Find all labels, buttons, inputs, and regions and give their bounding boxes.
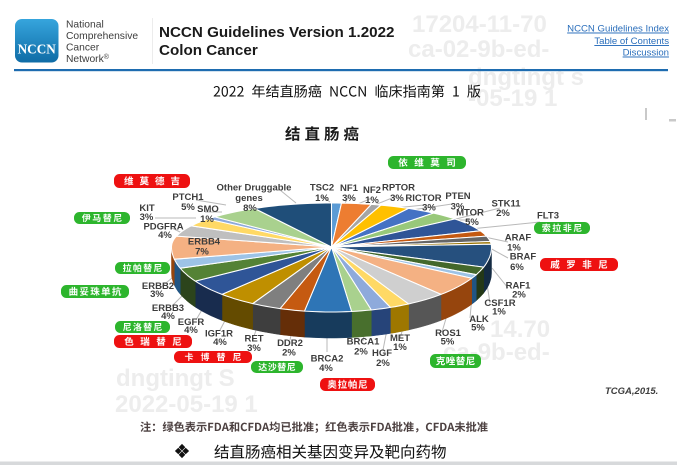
- svg-text:3%: 3%: [451, 202, 465, 213]
- svg-text:ARAF: ARAF: [505, 233, 532, 244]
- svg-text:1%: 1%: [492, 307, 506, 318]
- svg-text:4%: 4%: [319, 363, 333, 374]
- svg-text:-05-19 1: -05-19 1: [468, 85, 557, 112]
- svg-text:FLT3: FLT3: [537, 211, 559, 222]
- svg-text:genes: genes: [235, 193, 262, 204]
- svg-text:TSC2: TSC2: [310, 183, 334, 194]
- svg-text:4%: 4%: [184, 325, 198, 336]
- svg-text:TCGA,2015.: TCGA,2015.: [605, 386, 658, 397]
- svg-text:HGF: HGF: [372, 348, 392, 359]
- svg-text:ALK: ALK: [469, 314, 489, 325]
- svg-text:ERBB2: ERBB2: [142, 281, 174, 292]
- svg-text:EGFR: EGFR: [178, 317, 205, 328]
- svg-text:3%: 3%: [342, 193, 356, 204]
- svg-text:KIT: KIT: [139, 203, 155, 214]
- svg-text:RICTOR: RICTOR: [405, 193, 441, 204]
- svg-text:3%: 3%: [422, 203, 436, 214]
- svg-text:RPTOR: RPTOR: [382, 183, 415, 194]
- svg-text:Network®: Network®: [66, 53, 110, 65]
- svg-text:NF1: NF1: [340, 183, 359, 194]
- svg-text:STK11: STK11: [491, 199, 521, 210]
- svg-text:ca-02-9b-ed-: ca-02-9b-ed-: [408, 36, 549, 63]
- svg-text:5%: 5%: [181, 202, 195, 213]
- svg-text:PDGFRA: PDGFRA: [143, 222, 183, 233]
- svg-text:RAF1: RAF1: [506, 281, 532, 292]
- svg-text:ROS1: ROS1: [435, 328, 462, 339]
- svg-text:RET: RET: [245, 334, 264, 345]
- svg-text:PTCH1: PTCH1: [172, 192, 204, 203]
- svg-text:dngtingt s: dngtingt s: [468, 64, 584, 91]
- svg-text:1%: 1%: [393, 342, 407, 353]
- svg-text:5%: 5%: [465, 217, 479, 228]
- svg-text:National: National: [66, 20, 104, 31]
- svg-text:8%: 8%: [243, 203, 257, 214]
- svg-text:7%: 7%: [195, 247, 209, 258]
- svg-text:2%: 2%: [354, 347, 368, 358]
- svg-text:CSF1R: CSF1R: [484, 298, 515, 309]
- svg-text:Discussion: Discussion: [623, 48, 669, 59]
- svg-text:Table of Contents: Table of Contents: [594, 36, 669, 47]
- svg-text:NCCN Guidelines Version 1.2022: NCCN Guidelines Version 1.2022: [159, 24, 395, 41]
- svg-text:4%: 4%: [158, 230, 172, 241]
- svg-text:1%: 1%: [507, 243, 521, 254]
- svg-text:2%: 2%: [376, 358, 390, 369]
- svg-text:PTEN: PTEN: [445, 191, 470, 202]
- svg-text:NCCN Guidelines Index: NCCN Guidelines Index: [567, 24, 669, 35]
- svg-text:2%: 2%: [512, 290, 526, 301]
- svg-text:3%: 3%: [247, 343, 261, 354]
- svg-text:5%: 5%: [441, 337, 455, 348]
- svg-text:4%: 4%: [213, 337, 227, 348]
- svg-text:1%: 1%: [365, 195, 379, 206]
- svg-text:NF2: NF2: [363, 185, 381, 196]
- svg-text:3%: 3%: [150, 289, 164, 300]
- svg-text:IGF1R: IGF1R: [205, 329, 233, 340]
- svg-text:3%: 3%: [390, 193, 404, 204]
- svg-text:6%: 6%: [510, 262, 524, 273]
- svg-text:3%: 3%: [140, 212, 154, 223]
- svg-text:Other Druggable: Other Druggable: [217, 183, 292, 194]
- svg-text:Colon Cancer: Colon Cancer: [159, 42, 258, 59]
- svg-text:dngtingt S: dngtingt S: [116, 365, 235, 392]
- svg-text:SMO: SMO: [197, 204, 219, 215]
- svg-text:14.70: 14.70: [490, 316, 550, 343]
- svg-text:2%: 2%: [496, 208, 510, 219]
- svg-text:Cancer: Cancer: [66, 43, 100, 54]
- svg-text:BRAF: BRAF: [510, 252, 537, 263]
- svg-text:1%: 1%: [200, 214, 214, 225]
- svg-text:ERBB4: ERBB4: [188, 237, 221, 248]
- svg-text:1%: 1%: [315, 193, 329, 204]
- svg-text:BRCA2: BRCA2: [311, 354, 344, 365]
- svg-text:2%: 2%: [282, 348, 296, 359]
- svg-text:ERBB3: ERBB3: [152, 303, 184, 314]
- svg-text:BRCA1: BRCA1: [347, 337, 380, 348]
- svg-text:2022-05-19 1: 2022-05-19 1: [115, 391, 258, 418]
- svg-text:MTOR: MTOR: [456, 208, 484, 219]
- svg-text:4%: 4%: [161, 311, 175, 322]
- svg-text:17204-11-70: 17204-11-70: [412, 11, 547, 38]
- svg-text:MET: MET: [390, 333, 410, 344]
- svg-text:DDR2: DDR2: [277, 338, 303, 349]
- svg-text:NCCN: NCCN: [18, 42, 57, 57]
- svg-text:Comprehensive: Comprehensive: [66, 31, 138, 42]
- svg-text:5%: 5%: [471, 323, 485, 334]
